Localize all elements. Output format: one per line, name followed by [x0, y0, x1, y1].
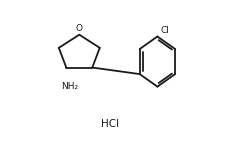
Text: HCl: HCl — [101, 119, 119, 129]
Text: NH₂: NH₂ — [61, 82, 78, 91]
Text: Cl: Cl — [160, 26, 169, 35]
Text: O: O — [76, 24, 83, 33]
